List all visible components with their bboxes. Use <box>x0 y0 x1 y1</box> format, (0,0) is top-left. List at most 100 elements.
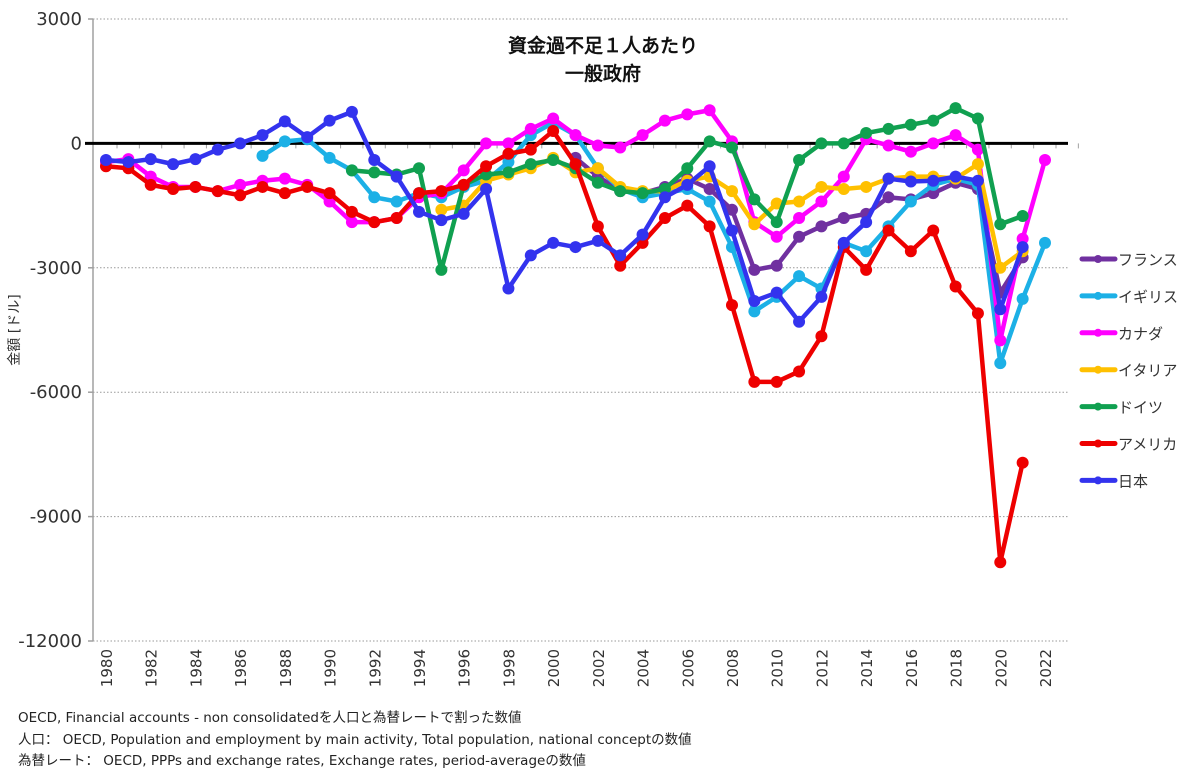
data-point <box>748 218 761 231</box>
x-tick-label: 2020 <box>992 649 1010 687</box>
data-point <box>1016 292 1029 305</box>
legend-marker <box>1094 365 1102 374</box>
data-point <box>904 175 917 188</box>
data-point <box>726 299 738 312</box>
data-point <box>904 145 917 158</box>
data-point <box>234 178 247 191</box>
data-point <box>591 162 604 175</box>
data-point <box>211 143 224 156</box>
y-axis-label: 金額 [ドル] <box>7 294 23 365</box>
data-point <box>256 129 269 142</box>
data-point <box>457 207 470 220</box>
data-point <box>390 170 403 183</box>
legend-marker <box>1094 291 1102 300</box>
x-tick-label: 1990 <box>322 649 340 687</box>
data-point <box>681 199 694 212</box>
data-point <box>189 153 202 166</box>
data-point <box>949 170 962 183</box>
data-point <box>681 108 694 121</box>
data-point <box>837 236 850 249</box>
y-tick-label: 3000 <box>36 9 82 30</box>
data-point <box>971 174 984 187</box>
x-tick-label: 1992 <box>366 649 384 687</box>
data-point <box>368 166 381 179</box>
x-tick-label: 2008 <box>724 649 742 687</box>
data-point <box>949 102 962 115</box>
data-point <box>502 282 515 295</box>
data-point <box>524 122 537 135</box>
data-point <box>345 164 358 177</box>
x-tick-label: 2004 <box>635 649 653 687</box>
data-point <box>547 124 560 137</box>
data-point <box>368 153 381 166</box>
data-point <box>323 187 336 200</box>
y-tick-label: -6000 <box>30 382 82 403</box>
data-point <box>904 118 917 131</box>
data-point <box>793 195 806 208</box>
legend-item: イタリア <box>1079 362 1177 380</box>
data-point <box>524 143 537 156</box>
data-point <box>681 162 694 175</box>
data-point <box>278 187 291 200</box>
data-point <box>435 185 448 198</box>
legend-label: ドイツ <box>1118 399 1163 417</box>
data-point <box>480 183 493 196</box>
data-point <box>971 158 984 171</box>
x-tick-label: 2000 <box>545 649 563 687</box>
data-point <box>234 137 247 150</box>
data-point <box>368 216 381 229</box>
data-point <box>413 187 425 200</box>
legend-item: アメリカ <box>1079 436 1177 454</box>
data-point <box>278 172 291 185</box>
data-point <box>614 141 627 154</box>
legend-marker <box>1094 255 1102 263</box>
data-point <box>703 183 716 196</box>
legend-label: イタリア <box>1118 362 1177 380</box>
data-point <box>748 305 761 318</box>
x-tick-label: 2018 <box>948 649 966 687</box>
data-point <box>390 212 403 225</box>
x-tick-label: 2010 <box>769 649 787 687</box>
x-tick-label: 1986 <box>232 649 250 687</box>
data-point <box>345 105 358 118</box>
source-note-1: OECD, Financial accounts - non consolida… <box>18 710 522 726</box>
legend-item: 日本 <box>1079 472 1148 490</box>
data-point <box>1016 232 1029 245</box>
data-point <box>658 114 671 127</box>
data-point <box>882 172 895 185</box>
data-point <box>815 220 828 233</box>
data-point <box>144 153 157 166</box>
data-point <box>591 176 604 189</box>
data-point <box>614 185 627 198</box>
data-point <box>770 197 783 210</box>
data-point <box>882 191 895 204</box>
data-point <box>882 224 895 237</box>
data-point <box>614 249 627 262</box>
data-point <box>949 129 962 142</box>
data-point <box>726 141 738 154</box>
data-point <box>569 129 582 142</box>
data-point <box>413 162 425 175</box>
data-point <box>368 191 381 204</box>
data-point <box>591 234 604 247</box>
data-point <box>837 170 850 183</box>
grid-lines <box>88 18 1079 642</box>
data-point <box>927 137 940 150</box>
x-tick-label: 2014 <box>858 649 876 687</box>
data-point <box>770 216 783 229</box>
data-point <box>793 230 806 243</box>
data-point <box>860 263 873 276</box>
data-point <box>547 236 560 249</box>
data-point <box>480 137 493 150</box>
data-point <box>770 375 783 388</box>
data-point <box>793 153 806 166</box>
x-tick-label: 1988 <box>277 649 295 687</box>
x-tick-label: 2016 <box>903 649 921 687</box>
data-point <box>882 139 895 152</box>
data-point <box>703 195 716 208</box>
data-point <box>658 183 671 196</box>
source-note-2: 人口： OECD, Population and employment by m… <box>18 731 692 748</box>
data-point <box>144 170 157 183</box>
legend-marker <box>1094 402 1102 411</box>
